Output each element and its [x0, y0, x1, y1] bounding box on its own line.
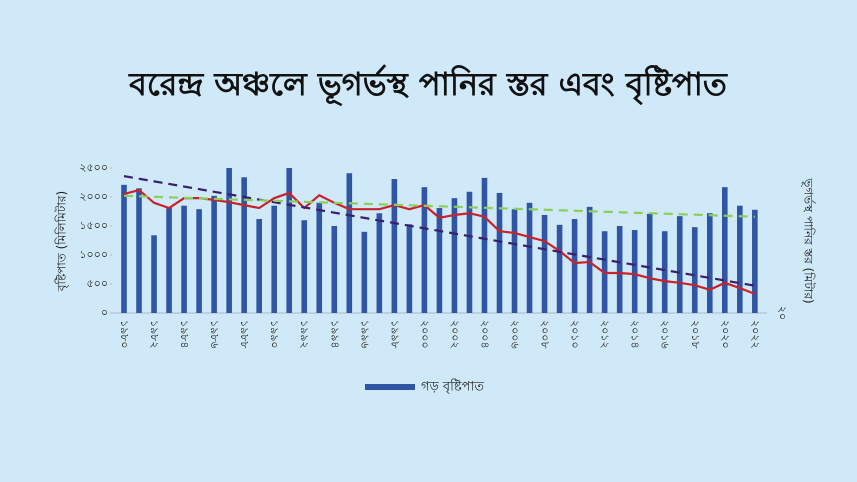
bar — [286, 168, 293, 313]
bar — [331, 226, 338, 313]
bar — [241, 177, 247, 313]
bar — [571, 219, 578, 313]
bar — [706, 213, 713, 313]
bar — [466, 191, 473, 313]
bar — [496, 192, 503, 313]
x-tick-label: ১৯৯৮ — [388, 320, 401, 349]
bar — [421, 187, 428, 313]
x-tick-label: ২০০৪ — [478, 320, 491, 349]
bar — [691, 227, 698, 313]
y-tick-label: ০ — [101, 306, 108, 319]
x-tick-label: ২০১৬ — [659, 320, 672, 349]
y-axis-label: বৃষ্টিপাত (মিলিমিটার) — [55, 191, 70, 292]
bar — [752, 209, 758, 313]
bar — [722, 187, 728, 313]
y2-axis-label: ভূগর্ভস্থ পানির স্তর (মিটার) — [800, 177, 815, 303]
bar — [511, 209, 518, 313]
bar — [301, 220, 308, 313]
x-tick-label: ২০০৬ — [509, 320, 522, 349]
x-tick-label: ২০২০ — [719, 320, 732, 349]
bar — [151, 235, 157, 313]
x-tick-label: ১৯৮৮ — [238, 320, 251, 349]
trend-line — [123, 194, 755, 218]
bar — [631, 230, 638, 313]
x-tick-label: ১৯৯৬ — [358, 320, 371, 349]
y-tick-label: ২৫০০ — [79, 161, 108, 174]
bar — [676, 216, 683, 313]
bar — [166, 206, 172, 313]
bar — [661, 231, 668, 313]
chart-title: বরেন্দ্র অঞ্চলে ভূগর্ভস্থ পানির স্তর এবং… — [128, 64, 728, 107]
bar — [391, 179, 398, 313]
x-tick-label: ২০০২ — [448, 320, 461, 349]
bar — [361, 231, 368, 313]
bar — [406, 224, 413, 313]
bar — [481, 177, 488, 313]
bar — [556, 224, 563, 313]
x-tick-label: ১৯৯০ — [268, 320, 281, 349]
bar — [316, 202, 323, 313]
bar — [181, 205, 187, 313]
bar — [271, 205, 277, 313]
bar — [646, 213, 653, 313]
legend-swatch — [365, 384, 415, 390]
y-tick-label: ১০০০ — [79, 248, 108, 261]
y-tick-label: ২০০০ — [79, 190, 108, 203]
bar — [136, 188, 142, 313]
x-tick-label: ১৯৯২ — [298, 320, 311, 349]
y-tick-label: ১৫০০ — [79, 219, 108, 232]
bar — [451, 198, 458, 313]
water-level-line — [123, 188, 756, 295]
bar — [346, 173, 353, 313]
trend-line — [123, 175, 756, 287]
x-tick-label: ২০১৮ — [689, 320, 702, 349]
legend-label: গড় বৃষ্টিপাত — [421, 379, 484, 395]
x-tick-label: ১৯৮৬ — [208, 320, 221, 349]
x-tick-label: ২০০০ — [418, 320, 431, 349]
y-tick-label: ৫০০ — [87, 277, 108, 290]
y2-tick-label: ২০ — [776, 306, 789, 320]
bar — [196, 209, 202, 313]
x-tick-label: ২০০৮ — [539, 320, 552, 349]
bar — [526, 202, 533, 313]
bar — [211, 195, 217, 313]
x-tick-label: ১৯৮০ — [118, 320, 131, 349]
bar — [256, 219, 262, 313]
bar — [541, 214, 548, 313]
bar — [436, 208, 443, 313]
x-tick-label: ২০১২ — [599, 320, 612, 349]
bar — [376, 213, 383, 313]
x-tick-label: ১৯৯৪ — [328, 320, 341, 349]
x-tick-label: ২০২২ — [749, 320, 762, 349]
x-tick-label: ২০১৪ — [629, 320, 642, 349]
bar — [226, 168, 232, 313]
x-tick-label: ২০১০ — [569, 320, 582, 349]
bar — [121, 184, 127, 313]
bar — [616, 226, 623, 313]
bar — [737, 205, 743, 313]
bar — [586, 206, 593, 313]
x-tick-label: ১৯৮৪ — [178, 320, 191, 349]
x-tick-label: ১৯৮২ — [148, 320, 161, 349]
